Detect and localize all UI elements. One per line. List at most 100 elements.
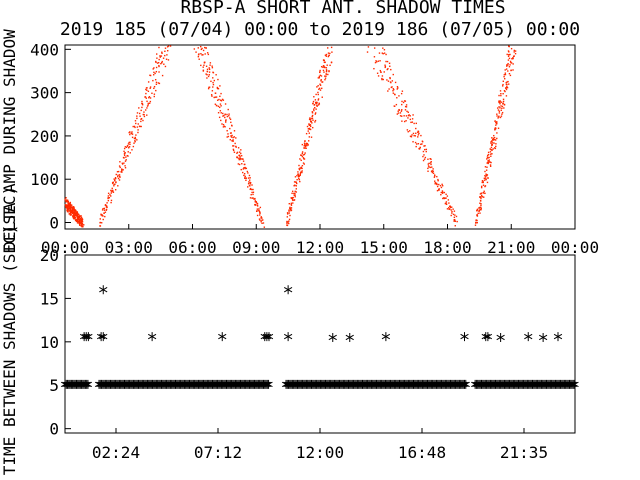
top-data-point [512, 63, 514, 65]
top-data-point [197, 55, 200, 58]
top-data-point [229, 118, 232, 121]
top-data-point [124, 165, 126, 167]
top-y-ticks: 0 100 200 300 400 [30, 40, 71, 233]
top-data-point [386, 68, 388, 71]
top-data-point [255, 210, 258, 212]
top-data-point [381, 52, 384, 54]
top-data-point [484, 177, 487, 179]
top-data-point [311, 112, 314, 114]
top-data-point [121, 162, 124, 165]
top-data-point [427, 165, 430, 167]
top-data-point [75, 212, 77, 215]
top-data-point [423, 145, 425, 147]
top-data-point [500, 115, 503, 117]
top-data-point [145, 92, 147, 95]
top-data-point [433, 174, 436, 176]
top-data-point [407, 131, 409, 133]
top-data-point [496, 137, 498, 140]
top-data-point [252, 193, 254, 196]
top-data-point [166, 46, 169, 48]
top-data-point [229, 127, 231, 130]
top-data-point [382, 47, 384, 49]
top-data-point [510, 61, 512, 64]
top-data-point [202, 54, 204, 56]
top-data-point [431, 171, 434, 174]
top-data-point [424, 156, 427, 159]
top-data-point [134, 141, 136, 143]
top-data-point [397, 112, 400, 114]
top-data-point [294, 190, 296, 193]
top-data-point [222, 115, 224, 117]
top-data-point [166, 54, 168, 56]
top-data-point [159, 56, 161, 58]
top-data-point [297, 173, 299, 175]
top-data-point [237, 147, 240, 149]
top-data-point [164, 54, 166, 57]
top-data-point [424, 145, 426, 147]
top-data-point [404, 109, 407, 111]
bottom-data-point [264, 332, 274, 342]
top-data-point [240, 152, 242, 155]
top-data-point [324, 79, 326, 81]
top-data-point [437, 178, 439, 181]
top-data-point [68, 213, 70, 215]
top-data-point [294, 196, 296, 198]
top-data-point [506, 81, 508, 83]
top-data-point [110, 192, 112, 194]
top-data-point [137, 123, 139, 125]
top-data-point [456, 220, 458, 223]
bottom-data-point [345, 332, 354, 342]
top-data-point [138, 107, 140, 109]
top-data-point [301, 151, 304, 153]
top-data-point [297, 171, 299, 173]
top-data-point [507, 64, 509, 66]
top-data-point [83, 224, 85, 226]
top-data-point [67, 204, 69, 207]
top-data-point [304, 144, 306, 146]
top-data-point [508, 45, 510, 48]
top-data-point [438, 189, 440, 191]
top-data-point [388, 88, 390, 90]
top-data-point [204, 46, 206, 49]
top-data-point [67, 201, 69, 204]
top-data-point [206, 70, 209, 73]
top-data-point [302, 157, 305, 159]
top-data-point [118, 174, 121, 176]
top-data-point [142, 113, 145, 116]
top-data-point [145, 88, 147, 91]
top-data-point [295, 185, 297, 187]
top-data-point [480, 196, 482, 198]
top-data-point [123, 150, 125, 153]
top-data-point [74, 218, 76, 220]
top-data-point [245, 167, 248, 170]
top-data-point [76, 217, 79, 220]
top-data-point [136, 117, 138, 120]
top-data-point [247, 177, 250, 179]
top-data-point [484, 185, 487, 187]
top-data-point [76, 216, 78, 219]
bottom-y-axis-label: TIME BETWEEN SHADOWS (SEC) [0, 225, 19, 475]
top-data-point [512, 69, 514, 71]
top-data-point [122, 169, 124, 171]
top-data-point [487, 151, 490, 154]
top-data-point [107, 195, 110, 197]
top-data-point [499, 107, 501, 109]
top-data-point [293, 181, 296, 183]
top-data-point [70, 209, 72, 212]
top-data-point [500, 101, 503, 103]
top-data-point [249, 183, 252, 185]
top-data-point [125, 159, 127, 161]
top-data-point [158, 65, 160, 68]
top-data-point [210, 94, 213, 96]
top-data-point [328, 70, 330, 73]
top-data-point [503, 76, 505, 78]
top-data-point [230, 136, 233, 138]
top-data-point [327, 55, 330, 58]
top-data-point [319, 83, 321, 85]
top-data-point [496, 113, 498, 115]
top-data-point [205, 65, 208, 67]
top-data-point [513, 55, 515, 57]
top-data-point [389, 65, 391, 67]
top-data-point [498, 94, 500, 97]
top-data-point [474, 224, 477, 226]
